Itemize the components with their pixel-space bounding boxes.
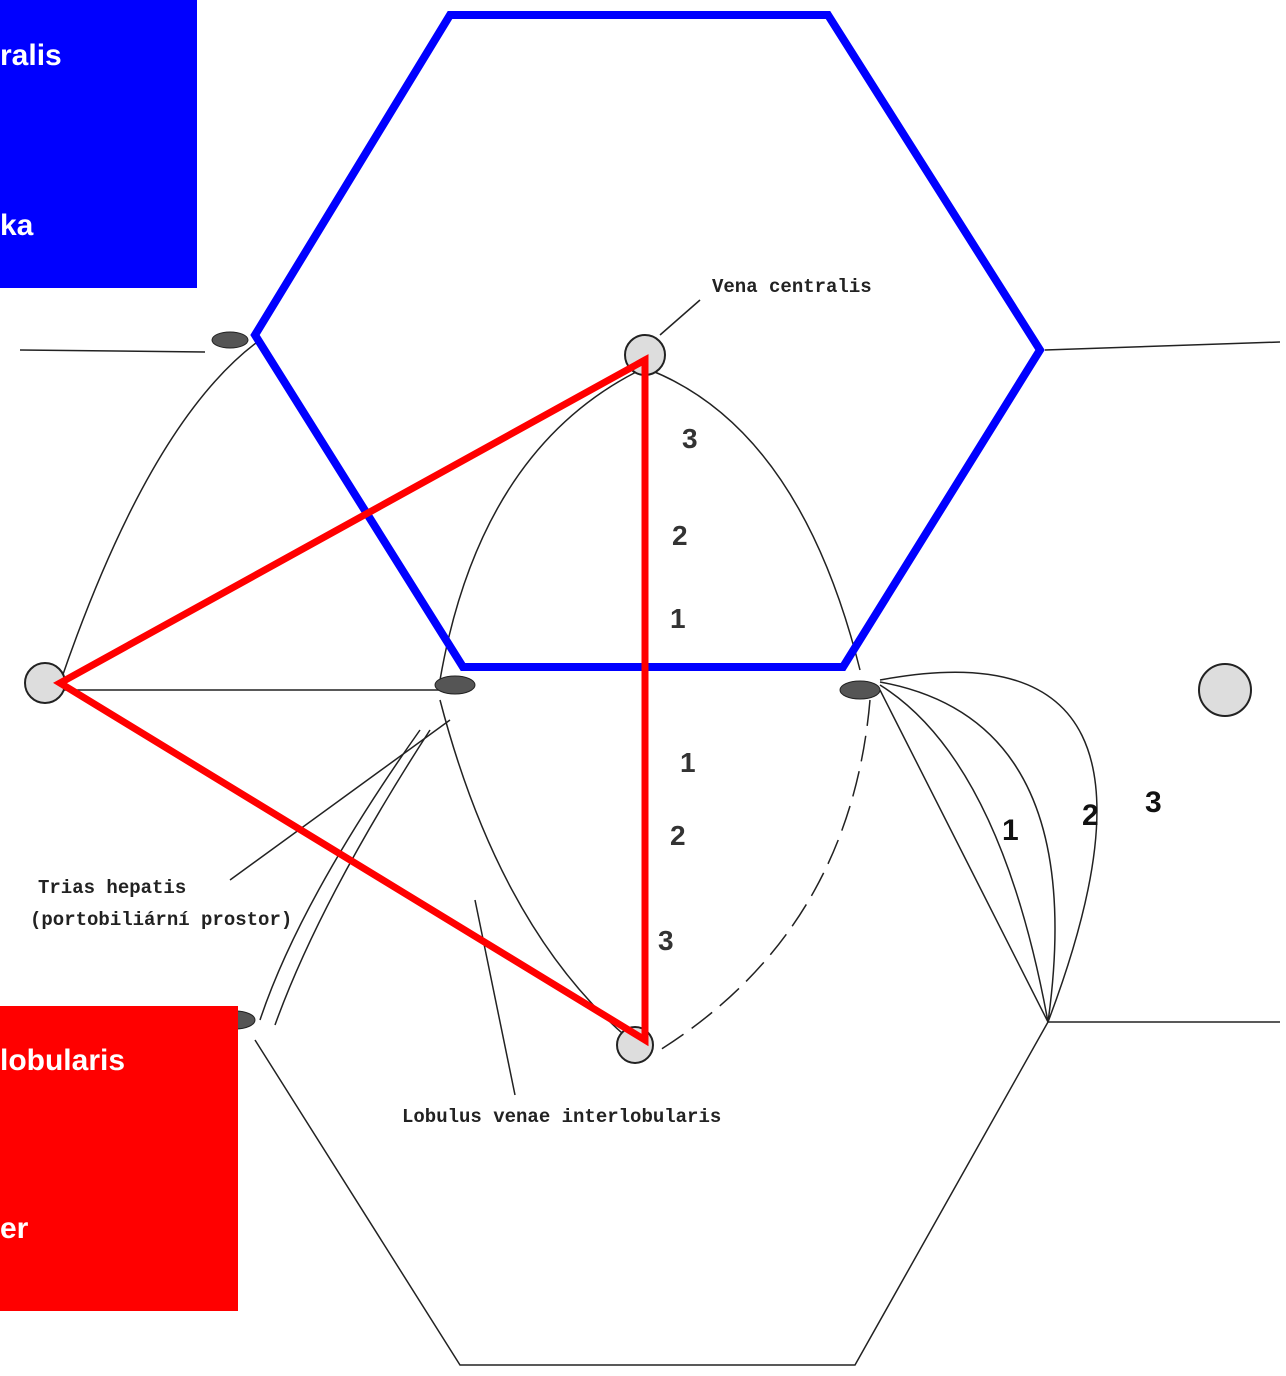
- zone-number: 1: [670, 603, 686, 634]
- annotation: Trias hepatis: [38, 877, 186, 899]
- annotation: (portobiliární prostor): [30, 909, 292, 931]
- zone-number: 2: [670, 820, 686, 851]
- leader-line: [660, 300, 700, 335]
- zone-number: 3: [682, 423, 698, 454]
- central-vein: [1199, 664, 1251, 716]
- zone-number: 1: [680, 747, 696, 778]
- zone-arc: [880, 672, 1097, 1022]
- portal-triad: [840, 681, 880, 699]
- lower-hexagon: [255, 690, 1048, 1365]
- vessel: [275, 730, 430, 1025]
- vessel: [260, 730, 420, 1020]
- zone-number: 1: [1002, 814, 1019, 847]
- portal-triad: [212, 332, 248, 348]
- blue-label-line: ralis: [0, 39, 62, 72]
- lobule-diagram: ralis ka lobularis er Vena centralis Tri…: [0, 0, 1286, 1376]
- zone-arc: [880, 682, 1055, 1022]
- portal-lobule-triangle: [60, 360, 645, 1040]
- acinus-border: [440, 700, 630, 1040]
- leader-line: [475, 900, 515, 1095]
- zone-number: 3: [1145, 786, 1162, 819]
- central-veins: [25, 335, 1251, 1063]
- zone-number: 2: [672, 520, 688, 551]
- portal-triads: [212, 332, 880, 1029]
- zone-number: 2: [1082, 799, 1099, 832]
- annotation: Vena centralis: [712, 276, 872, 298]
- blue-label-line: ka: [0, 209, 34, 242]
- red-label-line: er: [0, 1212, 29, 1245]
- septum-line: [20, 350, 205, 352]
- septum-line: [1045, 342, 1280, 350]
- annotation: Lobulus venae interlobularis: [402, 1106, 721, 1128]
- red-label-line: lobularis: [0, 1044, 125, 1077]
- zone-number: 3: [658, 925, 674, 956]
- portal-triad: [435, 676, 475, 694]
